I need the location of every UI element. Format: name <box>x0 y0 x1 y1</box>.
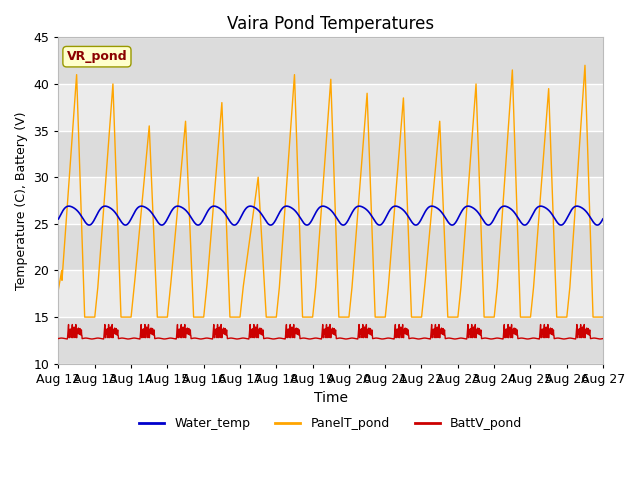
Bar <box>58 131 603 177</box>
Bar <box>58 37 603 84</box>
X-axis label: Time: Time <box>314 391 348 405</box>
Bar <box>58 177 603 224</box>
Bar <box>58 84 603 131</box>
Bar <box>58 224 603 270</box>
Legend: Water_temp, PanelT_pond, BattV_pond: Water_temp, PanelT_pond, BattV_pond <box>134 412 527 435</box>
Y-axis label: Temperature (C), Battery (V): Temperature (C), Battery (V) <box>15 111 28 290</box>
Title: Vaira Pond Temperatures: Vaira Pond Temperatures <box>227 15 434 33</box>
Bar <box>58 270 603 317</box>
Bar <box>58 317 603 364</box>
Text: VR_pond: VR_pond <box>67 50 127 63</box>
